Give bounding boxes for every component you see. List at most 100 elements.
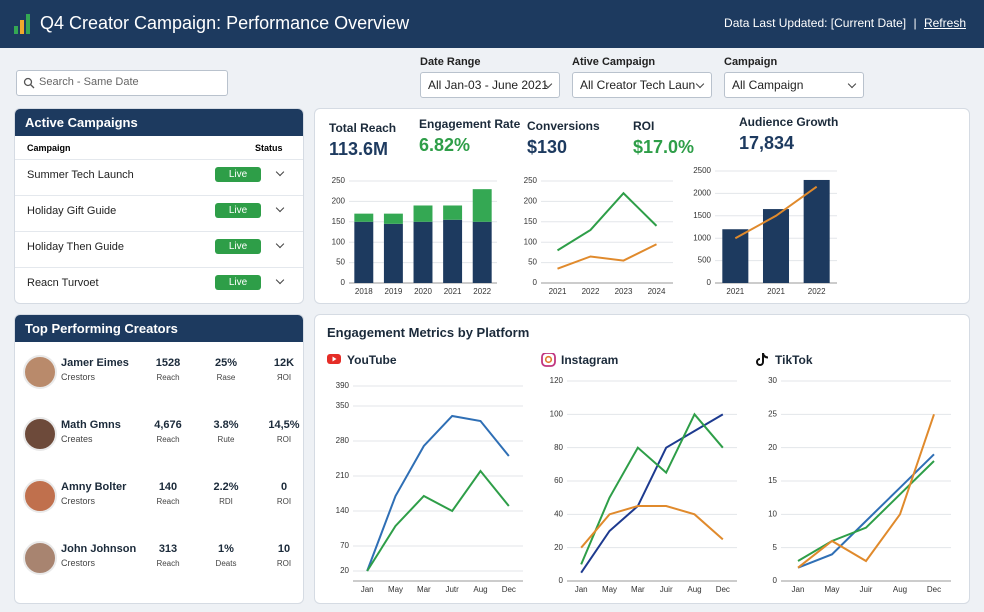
metric-value: 12K xyxy=(273,357,295,369)
y-tick-label: 40 xyxy=(554,509,563,518)
column-header: Status xyxy=(255,143,283,153)
metric-label: Reach xyxy=(156,373,180,382)
kpi-value: 6.82% xyxy=(419,135,471,155)
campaign-name: Holiday Gift Guide xyxy=(27,205,117,217)
line xyxy=(580,505,724,549)
x-tick-label: Mar xyxy=(417,585,431,594)
search-placeholder: Search - Same Date xyxy=(39,76,139,88)
search-box[interactable]: Search - Same Date xyxy=(16,70,228,96)
y-tick-label: 150 xyxy=(524,217,538,226)
metric-label: ROI xyxy=(276,435,292,444)
metric-label: Rase xyxy=(216,373,236,382)
y-tick-label: 390 xyxy=(336,381,350,390)
bar xyxy=(354,213,374,222)
filter-label: Date Range xyxy=(420,56,481,68)
dropdown-chevron[interactable] xyxy=(275,239,285,249)
x-tick-label: 2022 xyxy=(473,287,491,296)
metric-label: ROI xyxy=(276,559,292,568)
x-tick-label: Dec xyxy=(502,585,516,594)
y-tick-label: 250 xyxy=(524,176,538,185)
status-badge: Live xyxy=(215,239,261,254)
y-tick-label: 0 xyxy=(707,278,712,287)
y-tick-label: 25 xyxy=(768,409,777,418)
separator: | xyxy=(913,16,917,30)
y-tick-label: 280 xyxy=(336,436,350,445)
bar xyxy=(383,223,403,283)
x-tick-label: 2021 xyxy=(726,287,744,296)
x-tick-label: Jutr xyxy=(445,585,459,594)
instagram-lens xyxy=(544,355,553,364)
y-tick-label: 100 xyxy=(524,237,538,246)
y-tick-label: 150 xyxy=(332,217,346,226)
line xyxy=(366,469,510,572)
kpi-value: 113.6M xyxy=(329,139,389,159)
campaign-row: Reacn Turvoet Live xyxy=(15,267,303,292)
dropdown-chevron[interactable] xyxy=(275,203,285,213)
creator-row: Amny Bolter Crestors 140 Reach 2.2% RDI 0 ROI xyxy=(15,477,303,515)
line xyxy=(797,414,935,569)
updated-text: Data Last Updated: [Current Date] xyxy=(724,16,907,30)
y-tick-label: 30 xyxy=(768,376,777,385)
x-tick-label: 2020 xyxy=(414,287,432,296)
y-tick-label: 2000 xyxy=(693,189,711,198)
x-tick-label: Aug xyxy=(473,585,487,594)
avatar xyxy=(23,541,57,575)
campaign-select[interactable]: All Campaign xyxy=(724,72,864,98)
avatar xyxy=(23,417,57,451)
tiktok-icon xyxy=(756,353,768,366)
platform-icon xyxy=(327,354,341,364)
y-tick-label: 0 xyxy=(559,576,564,585)
chart: 0 50 100 150 200 250 2018 2019 2020 2021 2022 xyxy=(332,176,497,296)
campaign-name: Summer Tech Launch xyxy=(27,169,134,181)
active-campaigns-panel: Active Campaigns Campaign Status Summer Te… xyxy=(14,108,304,304)
y-tick-label: 210 xyxy=(336,471,350,480)
date-range-select[interactable]: All Jan-03 - June 2021 xyxy=(420,72,560,98)
y-tick-label: 200 xyxy=(332,197,346,206)
x-tick-label: May xyxy=(602,585,617,594)
y-tick-label: 20 xyxy=(768,443,777,452)
kpi-label: Conversions xyxy=(527,119,600,133)
creator-name: Math Gmns xyxy=(61,419,121,431)
column-header: Campaign xyxy=(27,143,71,153)
creator-name: Jamer Eimes xyxy=(61,357,129,369)
bar xyxy=(383,213,403,224)
creator-role: Crestors xyxy=(61,496,96,506)
platform-name: YouTube xyxy=(347,353,397,367)
y-tick-label: 100 xyxy=(332,237,346,246)
instagram-icon xyxy=(541,353,556,367)
y-tick-label: 0 xyxy=(533,278,538,287)
top-creators-panel: Top Performing Creators Jamer Eimes Crest… xyxy=(14,314,304,604)
metric-value: 0 xyxy=(280,481,288,493)
dropdown-chevron[interactable] xyxy=(275,275,285,285)
bar xyxy=(413,221,433,283)
y-tick-label: 120 xyxy=(550,376,564,385)
metric-label: Reach xyxy=(156,435,180,444)
platform-panel: Engagement Metrics by Platform YouTube 20… xyxy=(314,314,970,604)
line xyxy=(556,191,658,252)
y-tick-label: 140 xyxy=(336,506,350,515)
metric-value: 2.2% xyxy=(213,481,239,493)
creator-name: Amny Bolter xyxy=(61,481,127,493)
kpi-value: $17.0% xyxy=(633,137,695,157)
metric-label: Reach xyxy=(156,497,180,506)
youtube-play xyxy=(332,356,337,362)
y-tick-label: 70 xyxy=(340,541,349,550)
y-tick-label: 20 xyxy=(554,543,563,552)
x-tick-label: 2018 xyxy=(355,287,373,296)
metric-value: 140 xyxy=(158,481,178,493)
bar xyxy=(443,205,463,220)
dropdown-chevron[interactable] xyxy=(275,167,285,177)
line xyxy=(557,243,657,270)
page-title: Q4 Creator Campaign: Performance Overvie… xyxy=(40,13,410,33)
campaign-select[interactable]: All Creator Tech Laun xyxy=(572,72,712,98)
y-tick-label: 15 xyxy=(768,476,777,485)
kpi-value: 17,834 xyxy=(739,133,795,153)
y-tick-label: 250 xyxy=(332,176,346,185)
refresh-link[interactable]: Refresh xyxy=(923,16,966,30)
metric-value: 313 xyxy=(158,543,178,555)
platform-name: Instagram xyxy=(561,353,619,367)
updated-info: Data Last Updated: [Current Date] | Refr… xyxy=(724,16,966,30)
y-tick-label: 500 xyxy=(698,256,712,265)
